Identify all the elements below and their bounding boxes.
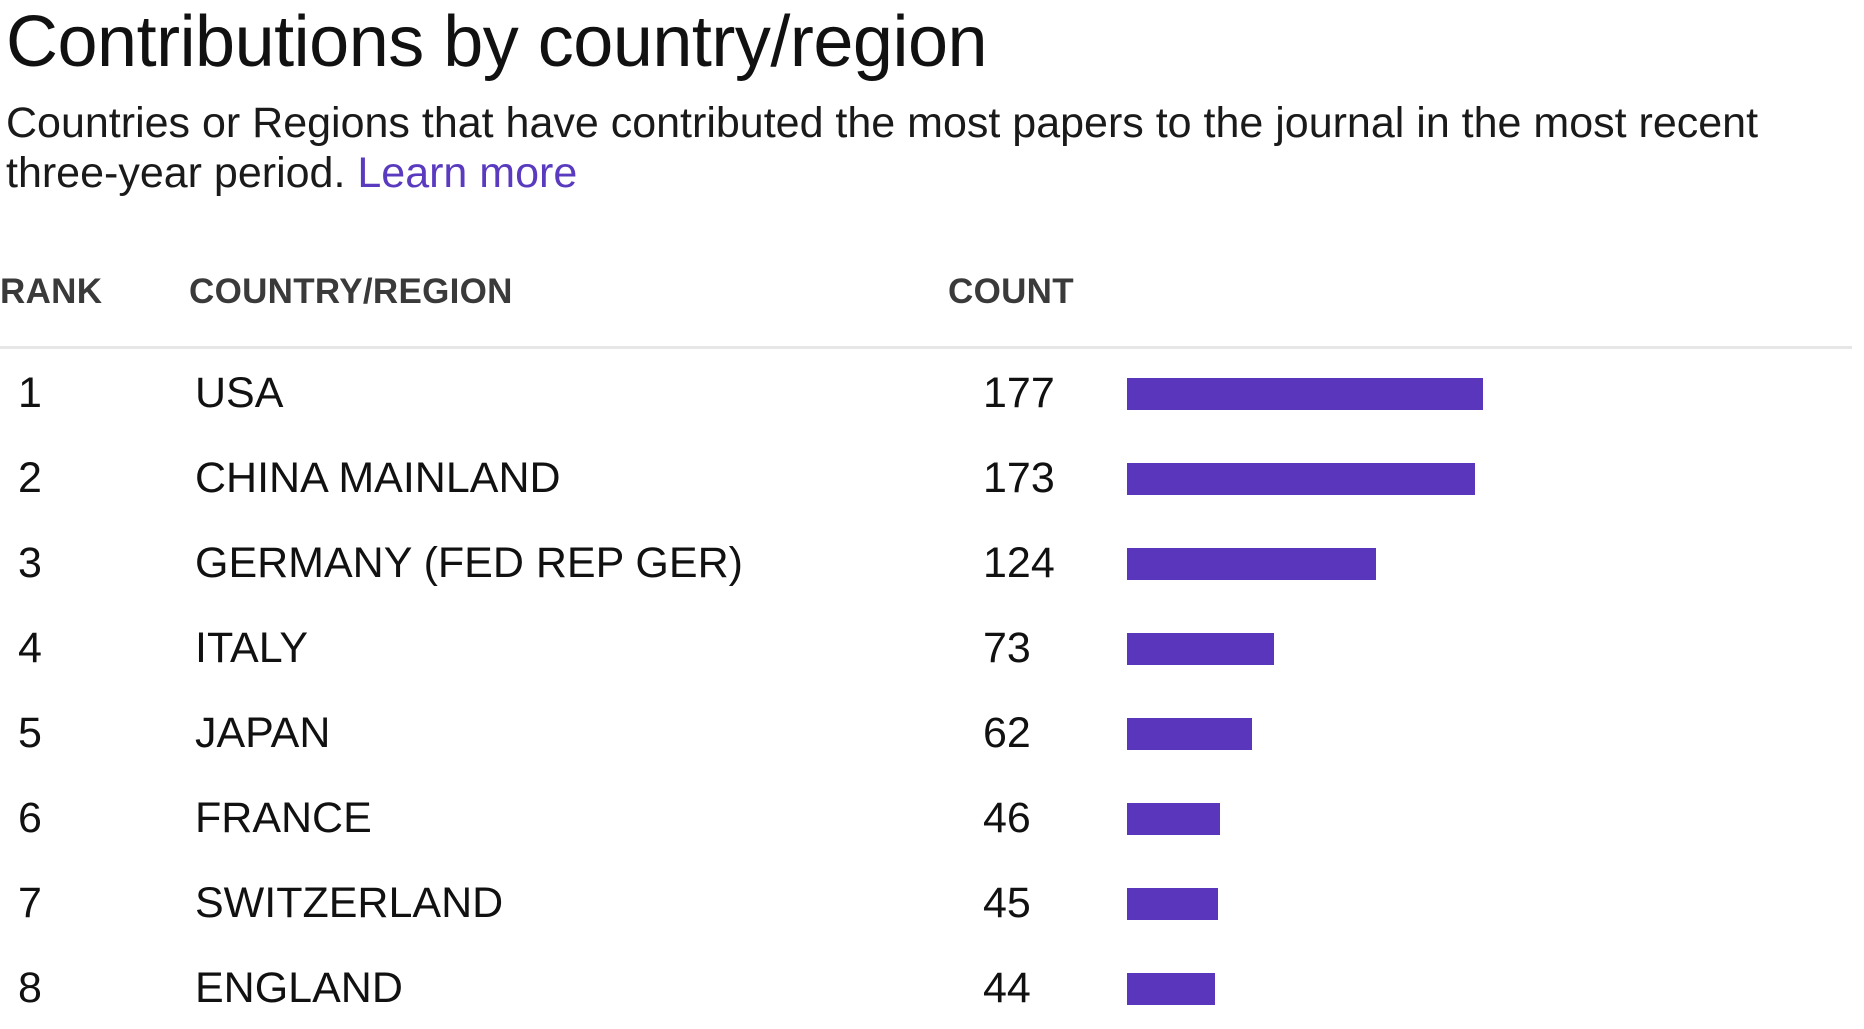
row-rank: 1: [18, 369, 42, 417]
row-count: 44: [983, 964, 1031, 1012]
row-country: ENGLAND: [195, 964, 403, 1012]
table-row: 5 JAPAN 62: [0, 689, 1852, 774]
row-rank: 8: [18, 964, 42, 1012]
row-country: CHINA MAINLAND: [195, 454, 561, 502]
subtitle-text: Countries or Regions that have contribut…: [6, 99, 1759, 197]
table-row: 3 GERMANY (FED REP GER) 124: [0, 519, 1852, 604]
table-row: 4 ITALY 73: [0, 604, 1852, 689]
row-country: JAPAN: [195, 709, 331, 757]
count-bar: [1127, 463, 1475, 495]
count-bar: [1127, 803, 1220, 835]
table-row: 7 SWITZERLAND 45: [0, 859, 1852, 944]
contributions-panel: Contributions by country/region Countrie…: [6, 0, 1858, 198]
table-header: RANK COUNTRY/REGION COUNT: [0, 262, 1852, 349]
learn-more-link[interactable]: Learn more: [357, 149, 578, 197]
contributions-table: RANK COUNTRY/REGION COUNT 1 USA 177 2 CHINA …: [0, 262, 1852, 1029]
column-header-count: COUNT: [948, 272, 1074, 311]
count-bar: [1127, 718, 1252, 750]
row-rank: 5: [18, 709, 42, 757]
row-count: 73: [983, 624, 1031, 672]
row-count: 124: [983, 539, 1055, 587]
row-rank: 4: [18, 624, 42, 672]
row-count: 46: [983, 794, 1031, 842]
row-rank: 2: [18, 454, 42, 502]
row-rank: 3: [18, 539, 42, 587]
column-header-rank: RANK: [0, 272, 103, 311]
row-rank: 6: [18, 794, 42, 842]
page-title: Contributions by country/region: [6, 2, 988, 82]
table-body: 1 USA 177 2 CHINA MAINLAND 173 3 GERMANY (FED R…: [0, 349, 1852, 1029]
count-bar: [1127, 633, 1274, 665]
row-country: ITALY: [195, 624, 309, 672]
table-row: 6 FRANCE 46: [0, 774, 1852, 859]
row-count: 173: [983, 454, 1055, 502]
count-bar: [1127, 548, 1376, 580]
table-row: 8 ENGLAND 44: [0, 944, 1852, 1029]
row-country: SWITZERLAND: [195, 879, 504, 927]
row-country: USA: [195, 369, 284, 417]
row-count: 45: [983, 879, 1031, 927]
page-subtitle: Countries or Regions that have contribut…: [6, 98, 1858, 198]
column-header-country: COUNTRY/REGION: [189, 272, 513, 311]
count-bar: [1127, 378, 1483, 410]
row-count: 62: [983, 709, 1031, 757]
count-bar: [1127, 973, 1215, 1005]
count-bar: [1127, 888, 1218, 920]
row-country: GERMANY (FED REP GER): [195, 539, 743, 587]
row-rank: 7: [18, 879, 42, 927]
row-count: 177: [983, 369, 1055, 417]
row-country: FRANCE: [195, 794, 372, 842]
table-row: 2 CHINA MAINLAND 173: [0, 434, 1852, 519]
table-row: 1 USA 177: [0, 349, 1852, 434]
